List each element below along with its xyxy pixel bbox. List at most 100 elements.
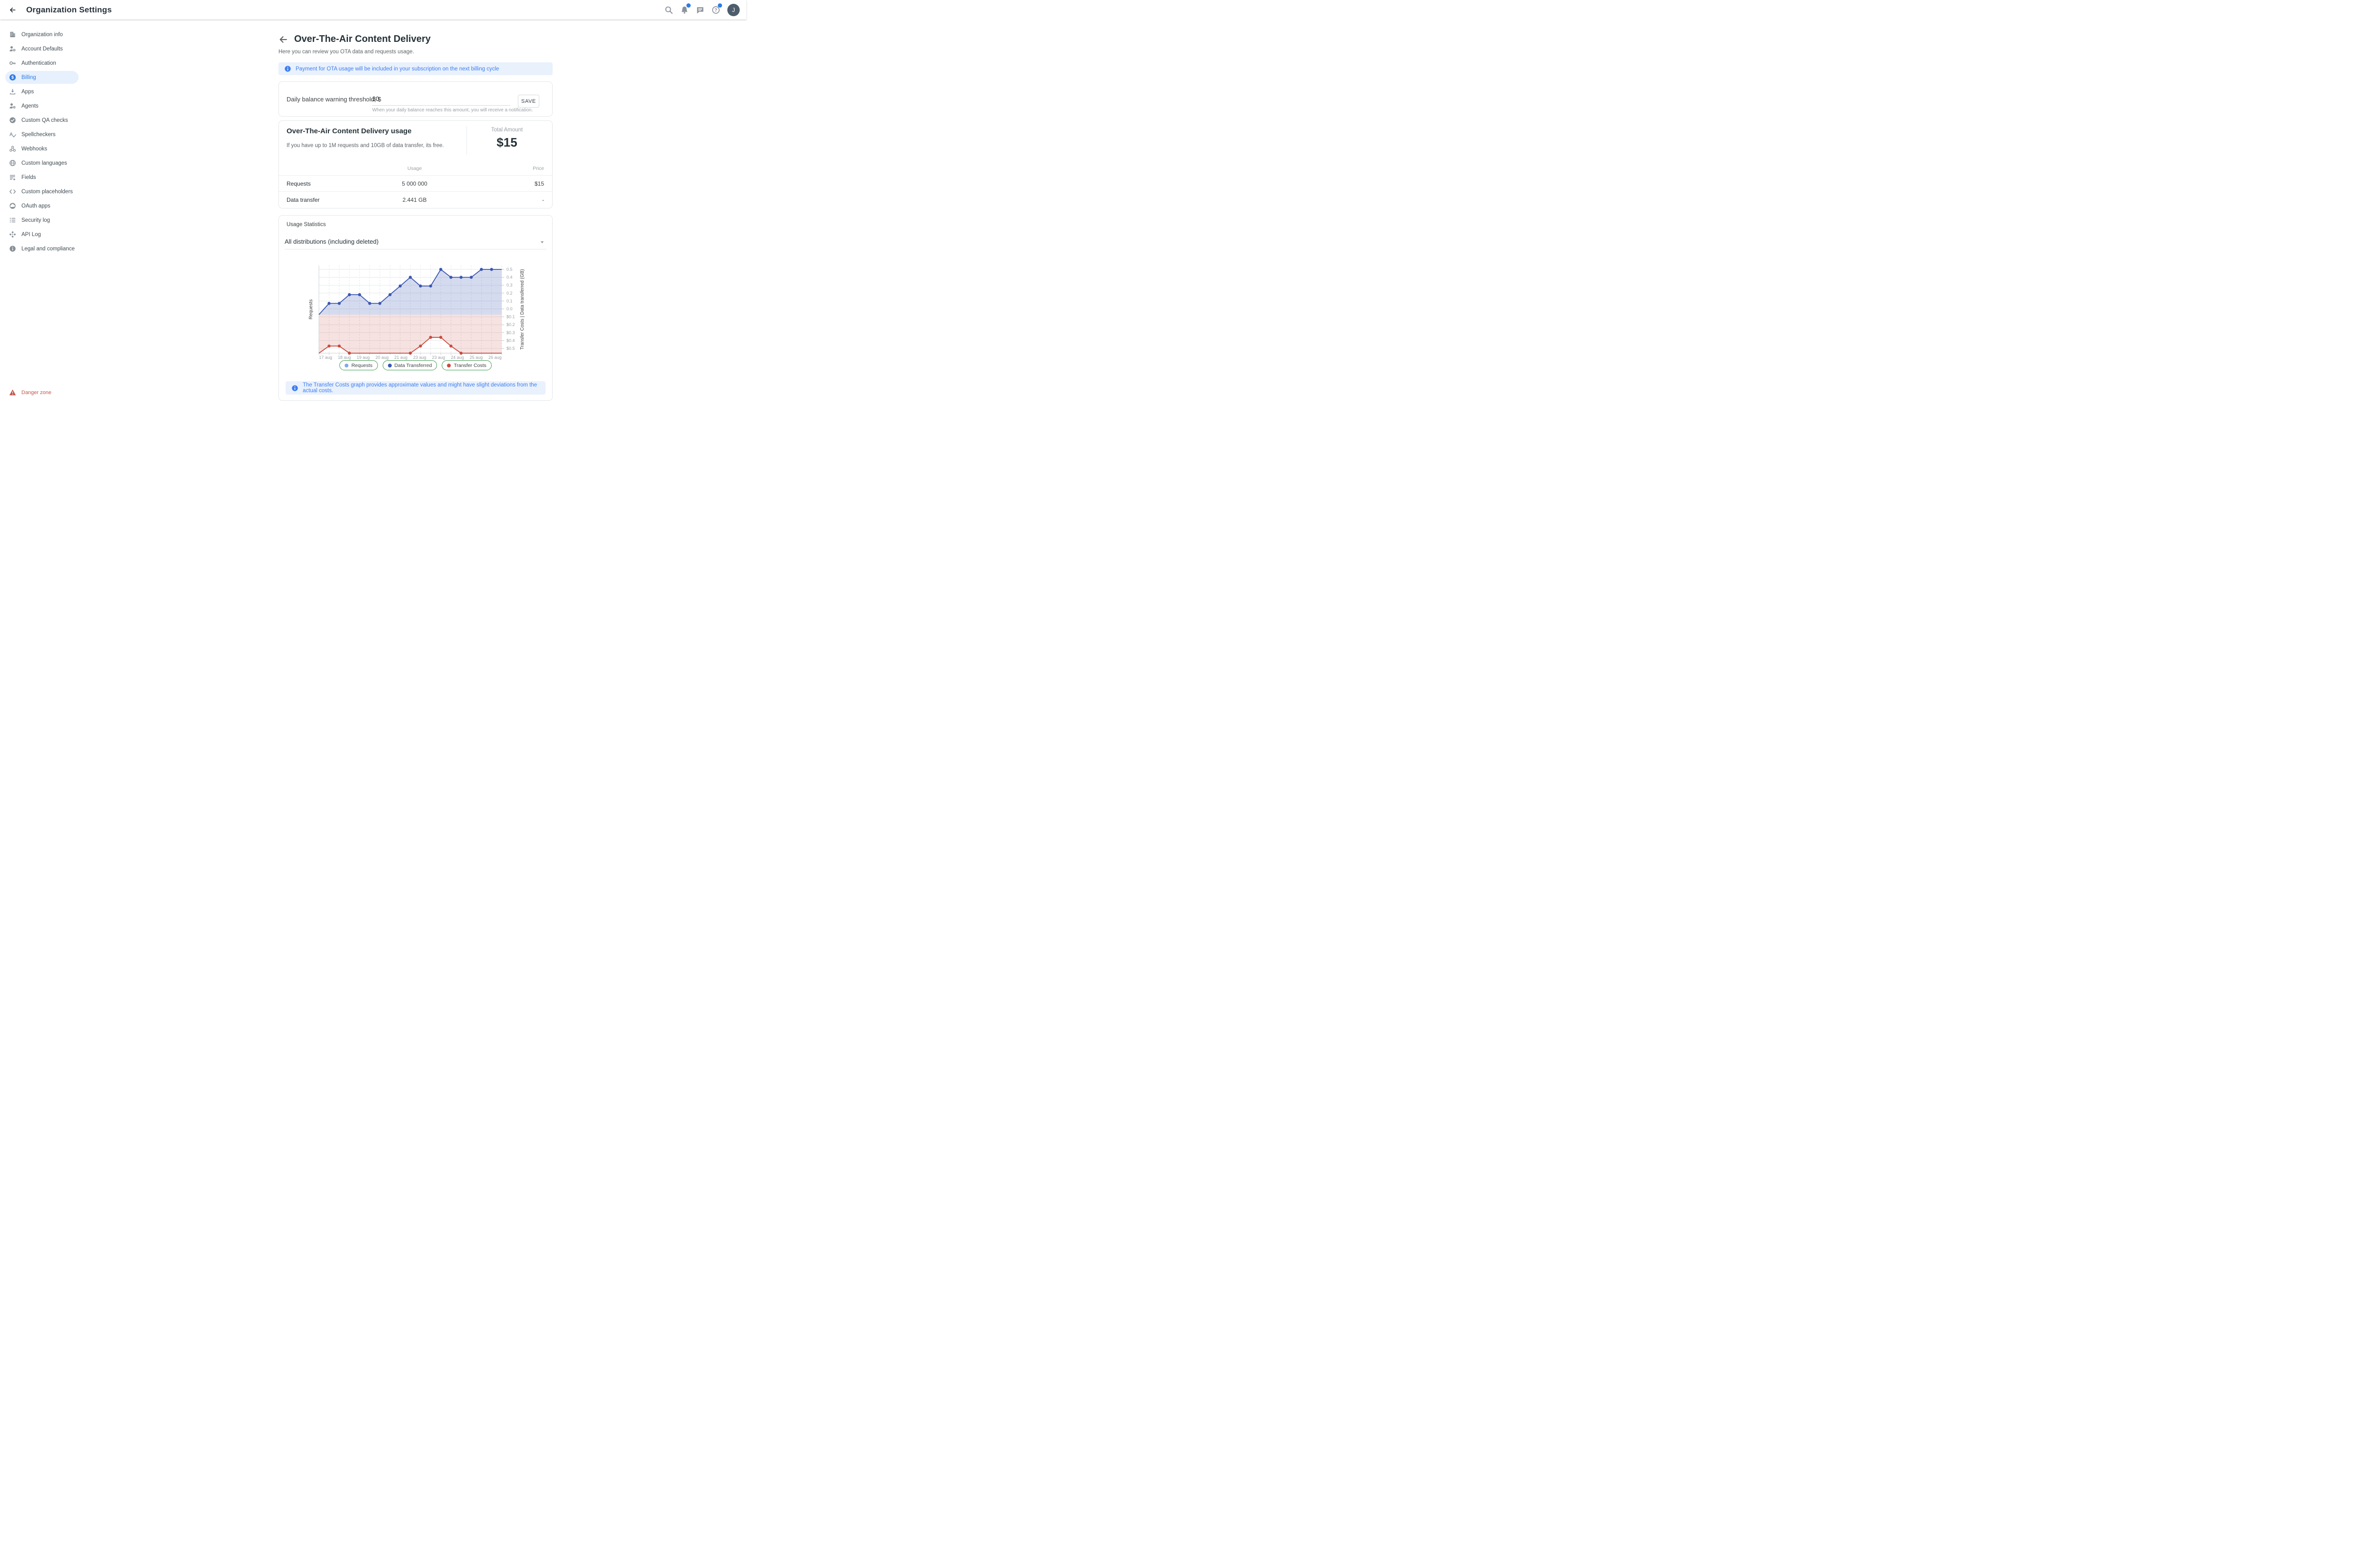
sidebar-item-billing[interactable]: $ Billing bbox=[5, 71, 79, 84]
legend-dot bbox=[387, 363, 392, 367]
sidebar-item-spellcheckers[interactable]: A Spellcheckers bbox=[5, 128, 79, 141]
sidebar-item-webhooks[interactable]: Webhooks bbox=[5, 142, 79, 155]
data-transferred-point bbox=[398, 284, 402, 288]
sidebar-item-custom-placeholders[interactable]: Custom placeholders bbox=[5, 185, 79, 198]
total-amount-block: Total Amount $15 bbox=[466, 127, 547, 150]
topbar-back-button[interactable] bbox=[7, 5, 18, 15]
usage-table-row-requests: Requests 5 000 000 $15 bbox=[279, 175, 552, 191]
svg-text:23 aug: 23 aug bbox=[413, 355, 426, 360]
sidebar-item-fields[interactable]: Fields bbox=[5, 171, 79, 184]
svg-text:24 aug: 24 aug bbox=[451, 355, 464, 360]
sidebar-item-apps[interactable]: Apps bbox=[5, 85, 79, 98]
transfer-costs-point bbox=[408, 351, 412, 355]
distribution-filter-select[interactable]: All distributions (including deleted) bbox=[285, 236, 546, 249]
sidebar-item-label: Custom placeholders bbox=[21, 188, 73, 195]
legend-chip-requests[interactable]: Requests bbox=[339, 360, 378, 370]
svg-text:0.1: 0.1 bbox=[506, 298, 513, 303]
sidebar-item-label: Billing bbox=[21, 74, 36, 80]
legend-chip-transfer-costs[interactable]: Transfer Costs bbox=[442, 360, 492, 370]
topbar: Organization Settings ? J bbox=[0, 0, 746, 20]
data-transferred-point bbox=[347, 293, 351, 297]
list-plus-icon bbox=[9, 174, 16, 181]
usage-card-title: Over-The-Air Content Delivery usage bbox=[287, 127, 412, 135]
threshold-helper-text: When your daily balance reaches this amo… bbox=[372, 108, 533, 113]
chat-button[interactable] bbox=[696, 6, 704, 14]
notification-badge bbox=[718, 3, 722, 8]
list-icon bbox=[9, 217, 16, 224]
payment-info-text: Payment for OTA usage will be included i… bbox=[296, 66, 499, 72]
sidebar-item-danger-zone[interactable]: Danger zone bbox=[9, 389, 51, 396]
sidebar-item-custom-languages[interactable]: Custom languages bbox=[5, 157, 79, 169]
row-price-value: $15 bbox=[534, 180, 544, 187]
legend-label: Data Transferred bbox=[394, 362, 432, 368]
data-transferred-point bbox=[408, 276, 412, 279]
page-back-button[interactable] bbox=[278, 35, 288, 44]
svg-text:$0.4: $0.4 bbox=[506, 338, 515, 343]
svg-text:25 aug: 25 aug bbox=[470, 355, 483, 360]
sidebar-item-label: Fields bbox=[21, 174, 36, 180]
sidebar-item-organization-info[interactable]: Organization info bbox=[5, 28, 79, 41]
page-title: Over-The-Air Content Delivery bbox=[294, 34, 431, 44]
topbar-actions: ? J bbox=[664, 3, 740, 16]
sidebar-item-label: Custom languages bbox=[21, 160, 67, 166]
transfer-costs-point bbox=[419, 344, 422, 348]
data-transferred-point bbox=[469, 276, 473, 279]
topbar-title: Organization Settings bbox=[26, 5, 112, 14]
data-transferred-point bbox=[368, 302, 371, 305]
data-transferred-point bbox=[358, 293, 361, 297]
svg-text:18 aug: 18 aug bbox=[338, 355, 351, 360]
transfer-costs-point bbox=[337, 344, 341, 348]
svg-text:0.5: 0.5 bbox=[506, 267, 513, 272]
sidebar-item-label: OAuth apps bbox=[21, 203, 50, 209]
chevron-down-icon bbox=[540, 240, 545, 245]
data-transferred-point bbox=[378, 302, 382, 305]
svg-text:19 aug: 19 aug bbox=[357, 355, 370, 360]
settings-sidebar: Organization info Account Defaults Authent… bbox=[0, 20, 84, 406]
sidebar-item-label: Custom QA checks bbox=[21, 117, 68, 123]
transfer-costs-point bbox=[347, 351, 351, 355]
help-button[interactable]: ? bbox=[712, 3, 722, 14]
page-subtitle: Here you can review you OTA data and req… bbox=[278, 49, 414, 55]
distribution-filter-value: All distributions (including deleted) bbox=[285, 238, 379, 245]
sidebar-item-account-defaults[interactable]: Account Defaults bbox=[5, 42, 79, 55]
threshold-input[interactable] bbox=[372, 92, 510, 105]
spellcheck-icon: A bbox=[9, 131, 16, 138]
save-button[interactable]: SAVE bbox=[518, 95, 539, 108]
info-icon bbox=[284, 65, 291, 72]
svg-text:17 aug: 17 aug bbox=[319, 355, 332, 360]
transfer-costs-point bbox=[449, 344, 453, 348]
data-transferred-point bbox=[327, 302, 331, 305]
transfer-costs-point bbox=[429, 336, 432, 339]
transfer-costs-note-text: The Transfer Costs graph provides approx… bbox=[303, 382, 537, 394]
dpad-icon bbox=[9, 231, 16, 238]
sidebar-item-label: API Log bbox=[21, 231, 41, 238]
bell-button[interactable] bbox=[680, 3, 691, 14]
svg-text:21 aug: 21 aug bbox=[394, 355, 407, 360]
svg-text:23 aug: 23 aug bbox=[432, 355, 446, 360]
sidebar-item-label: Apps bbox=[21, 89, 34, 95]
globe-icon bbox=[9, 159, 16, 167]
threshold-label: Daily balance warning threshold, $ bbox=[287, 96, 381, 103]
row-usage-value: 2.441 GB bbox=[402, 197, 427, 203]
data-transferred-point bbox=[449, 276, 453, 279]
svg-text:0.3: 0.3 bbox=[506, 283, 513, 287]
sidebar-item-authentication[interactable]: Authentication bbox=[5, 57, 79, 69]
sidebar-item-security-log[interactable]: Security log bbox=[5, 214, 79, 227]
user-avatar[interactable]: J bbox=[727, 3, 740, 16]
warning-triangle-icon bbox=[9, 389, 16, 396]
data-transferred-point bbox=[480, 267, 483, 271]
svg-text:$0.1: $0.1 bbox=[506, 315, 515, 319]
building-icon bbox=[9, 31, 16, 38]
notification-badge bbox=[686, 3, 691, 8]
legend-chip-data-transferred[interactable]: Data Transferred bbox=[382, 360, 437, 370]
search-button[interactable] bbox=[664, 6, 673, 14]
sidebar-item-api-log[interactable]: API Log bbox=[5, 228, 79, 241]
data-transferred-point bbox=[388, 293, 392, 297]
svg-text:?: ? bbox=[714, 8, 717, 13]
sidebar-item-legal-and-compliance[interactable]: Legal and compliance bbox=[5, 242, 79, 255]
sidebar-item-label: Organization info bbox=[21, 31, 63, 38]
sidebar-item-custom-qa-checks[interactable]: Custom QA checks bbox=[5, 114, 79, 127]
sidebar-item-agents[interactable]: Agents bbox=[5, 99, 79, 112]
usage-statistics-chart: 0.5 0.4 0.3 0.2 0.1 0.0 $0.1 $0.2 $0.3 $0.4 $0.5 17… bbox=[287, 262, 553, 365]
sidebar-item-oauth-apps[interactable]: OAuth apps bbox=[5, 199, 79, 212]
